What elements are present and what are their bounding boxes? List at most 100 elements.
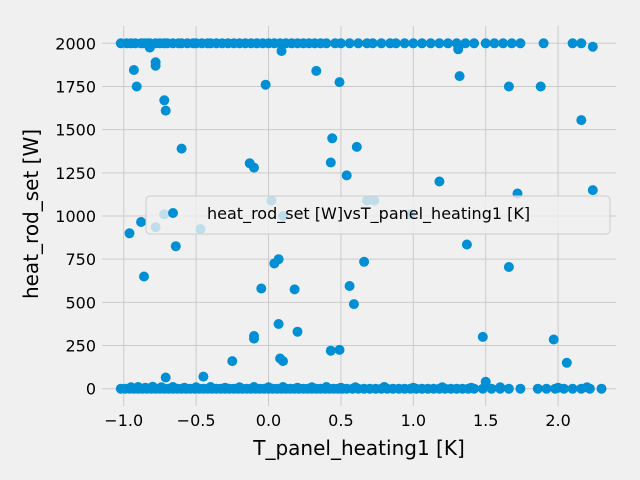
data-point <box>408 38 419 49</box>
data-point <box>321 382 332 392</box>
data-point <box>249 382 259 392</box>
data-point <box>535 81 546 92</box>
data-point <box>582 382 592 393</box>
data-point <box>335 38 346 49</box>
data-point <box>477 383 488 394</box>
legend-entry-label: heat_rod_set [W]vsT_panel_heating1 [K] <box>207 204 530 224</box>
legend: heat_rod_set [W]vsT_panel_heating1 [K] <box>145 195 611 235</box>
x-tick-label: 1.5 <box>473 411 498 430</box>
data-point <box>292 382 303 393</box>
data-point <box>140 382 151 393</box>
data-point <box>311 65 322 76</box>
data-point <box>344 38 355 49</box>
data-point <box>179 382 190 393</box>
data-point <box>144 42 155 53</box>
legend-marker <box>168 208 178 218</box>
data-point <box>335 382 346 393</box>
data-point <box>325 345 336 356</box>
data-point <box>205 382 216 392</box>
data-point <box>344 281 355 291</box>
x-tick-label: 1.0 <box>401 411 426 430</box>
data-point <box>276 46 287 56</box>
data-point <box>351 141 362 152</box>
data-point <box>327 133 338 144</box>
data-point <box>263 382 274 393</box>
data-point <box>443 38 453 49</box>
data-point <box>176 143 187 154</box>
data-point <box>350 382 361 393</box>
data-point <box>249 162 259 173</box>
data-point <box>503 262 514 272</box>
data-point <box>256 283 267 294</box>
data-point <box>454 71 465 82</box>
data-point <box>227 356 238 367</box>
data-point <box>437 382 448 393</box>
data-point <box>292 326 303 337</box>
x-tick-label: −1.0 <box>104 411 143 430</box>
data-point <box>390 38 401 49</box>
data-point <box>341 170 352 181</box>
data-point <box>198 371 209 382</box>
y-tick-label: 2000 <box>55 34 96 53</box>
data-point <box>477 331 488 342</box>
y-tick-label: 1250 <box>55 164 96 183</box>
data-point <box>167 382 178 392</box>
x-axis-label: T_panel_heating1 [K] <box>252 436 465 460</box>
data-point <box>367 38 378 49</box>
data-point <box>596 383 607 394</box>
data-point <box>156 382 167 393</box>
data-point <box>576 115 587 126</box>
data-point <box>399 38 410 49</box>
data-point <box>503 81 514 92</box>
data-point <box>359 256 370 267</box>
data-point <box>334 344 345 355</box>
data-point <box>306 382 317 393</box>
data-point <box>139 271 149 282</box>
data-point <box>515 38 526 49</box>
data-point <box>553 382 564 393</box>
data-point <box>576 38 587 49</box>
data-point <box>417 38 427 49</box>
data-point <box>480 38 491 49</box>
data-point <box>498 38 509 49</box>
data-point <box>567 38 578 49</box>
data-point <box>466 382 477 393</box>
data-point <box>353 38 364 49</box>
data-point <box>506 38 517 49</box>
data-point <box>548 334 559 345</box>
data-point <box>348 299 359 310</box>
data-point <box>124 228 135 239</box>
data-point <box>503 383 514 394</box>
x-tick-label: 0.0 <box>256 411 281 430</box>
data-point <box>249 333 259 344</box>
data-point <box>460 38 471 49</box>
data-point <box>131 81 142 92</box>
data-point <box>379 382 390 392</box>
data-point <box>408 382 419 393</box>
y-tick-label: 750 <box>65 250 96 269</box>
data-point <box>453 44 464 55</box>
data-point <box>541 383 552 394</box>
data-point <box>278 382 288 392</box>
data-point <box>587 41 598 52</box>
data-point <box>260 79 271 90</box>
data-point <box>515 383 526 394</box>
data-point <box>587 185 598 196</box>
data-point <box>376 38 387 49</box>
data-point <box>434 38 445 49</box>
data-point <box>495 382 506 393</box>
data-point <box>321 38 332 49</box>
x-tick-label: 2.0 <box>545 411 570 430</box>
data-points <box>115 38 607 394</box>
data-point <box>126 382 136 393</box>
data-point <box>325 157 336 168</box>
data-point <box>220 382 231 393</box>
x-tick-label: −0.5 <box>177 411 216 430</box>
data-point <box>489 38 500 49</box>
data-point <box>538 38 549 49</box>
data-point <box>334 77 345 88</box>
data-point <box>159 95 170 106</box>
y-tick-label: 500 <box>65 293 96 312</box>
data-point <box>278 356 288 367</box>
